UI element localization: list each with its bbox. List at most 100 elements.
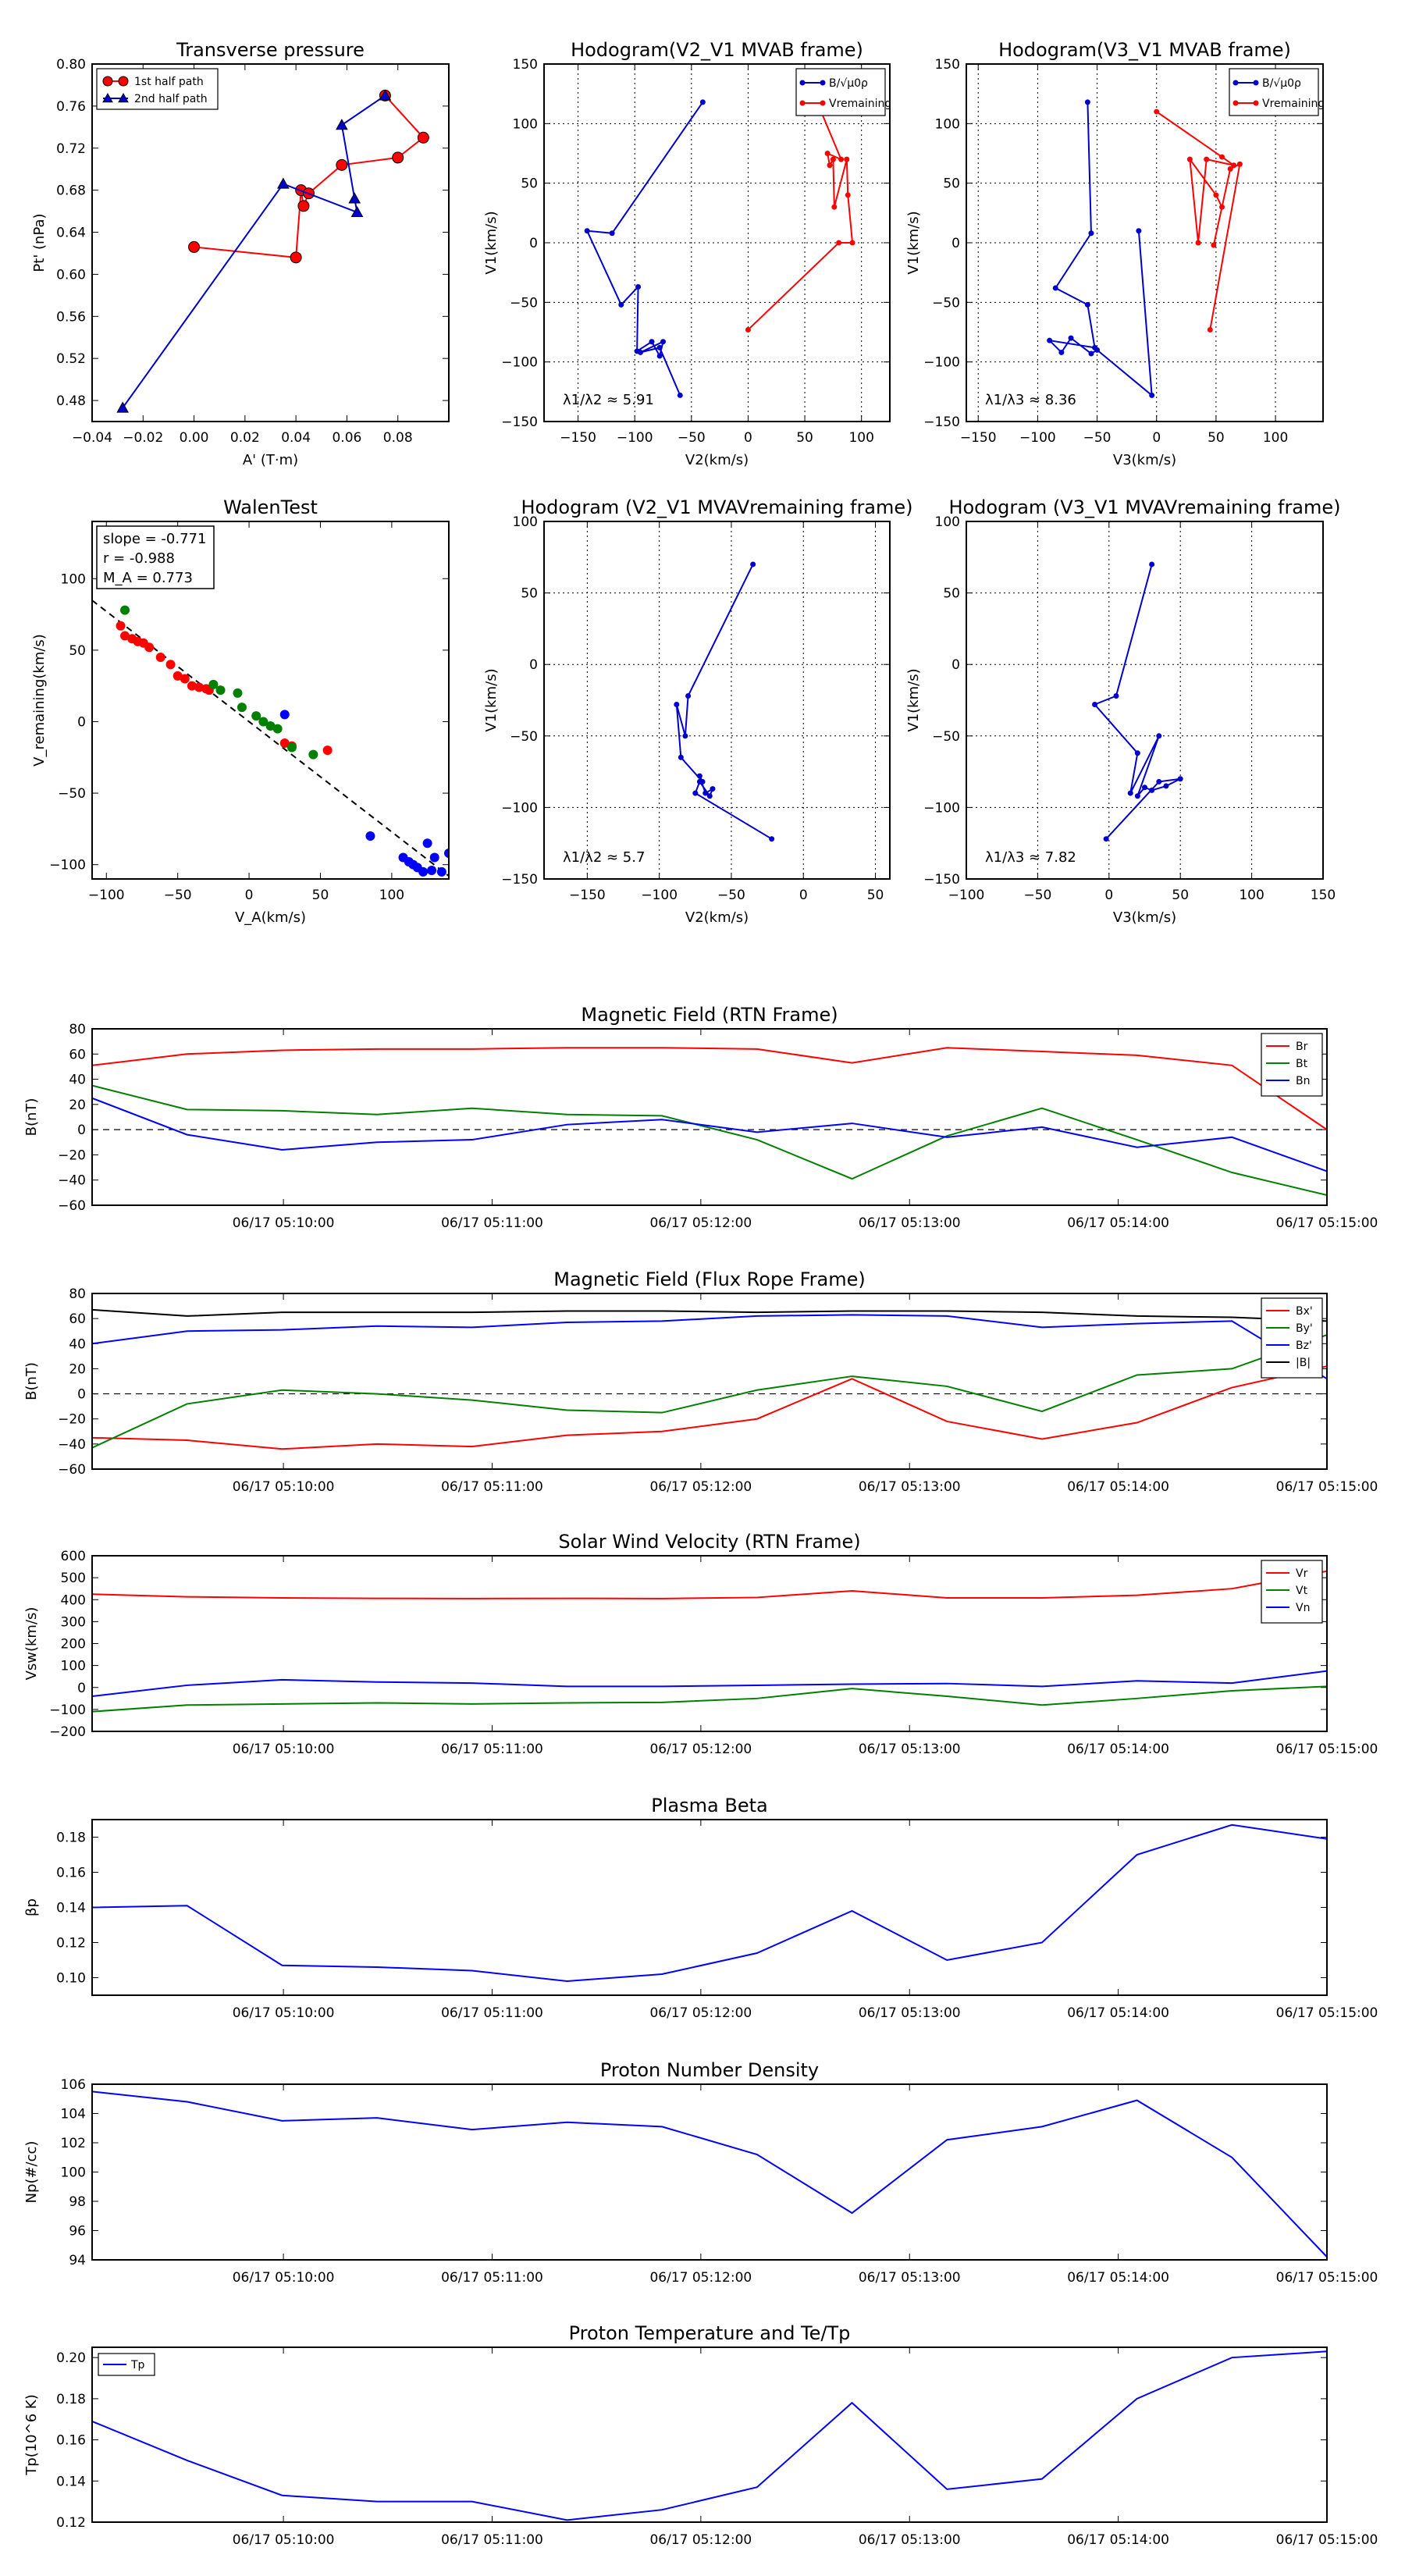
y-axis-label: Vsw(km/s) (23, 1607, 40, 1681)
y-tick-label: 60 (69, 1311, 86, 1327)
data-point (233, 688, 243, 698)
data-point (1094, 347, 1101, 353)
data-point (1177, 776, 1183, 782)
x-tick-label: 06/17 05:14:00 (1067, 1215, 1169, 1231)
data-point (685, 693, 692, 699)
legend-marker (1232, 100, 1239, 106)
x-tick-label: −50 (164, 888, 192, 903)
y-tick-label: −40 (58, 1437, 86, 1453)
x-tick-label: 0.06 (332, 430, 361, 446)
data-point (194, 682, 205, 692)
plot-frame (91, 63, 450, 422)
y-tick-label: 102 (61, 2136, 86, 2151)
x-tick-label: 0.02 (230, 430, 260, 446)
x-tick-label: 06/17 05:14:00 (1067, 2270, 1169, 2286)
data-point (1047, 337, 1053, 343)
data-point (745, 326, 751, 333)
y-axis-label: Np(#/cc) (23, 2141, 40, 2204)
x-tick-label: 0 (1152, 430, 1161, 446)
x-axis-label: V_A(km/s) (235, 909, 306, 926)
data-point (429, 852, 439, 863)
plot-frame (966, 521, 1324, 880)
y-tick-label: 150 (513, 57, 538, 73)
data-point (365, 831, 375, 841)
series-line (92, 1047, 1327, 1130)
legend-marker (799, 80, 806, 86)
series-line (92, 1823, 1327, 1983)
y-tick-label: 0.16 (56, 1866, 86, 1881)
x-tick-label: −150 (569, 888, 606, 903)
data-point (1052, 285, 1058, 291)
x-tick-label: 100 (1239, 888, 1264, 903)
data-point (1088, 230, 1094, 237)
y-tick-label: 0.48 (56, 393, 86, 409)
x-tick-label: −100 (1019, 430, 1056, 446)
data-point (831, 204, 838, 210)
transverse-pressure: −0.04 −0.02 0.00 0.02 0.04 0.06 0.08 0.48 0.52 0.… (31, 39, 450, 468)
data-point (1213, 192, 1219, 198)
hodogram-v2-v1-mvav: −150 −100 −50 0 50 −150 −100 −50 0 50 100Hodogram … (483, 496, 913, 926)
x-tick-label: −100 (948, 888, 985, 903)
plot-frame (543, 63, 891, 422)
chart-title: Hodogram(V3_V1 MVAB frame) (998, 39, 1291, 61)
data-point (618, 301, 624, 308)
x-tick-label: 06/17 05:15:00 (1276, 1215, 1378, 1231)
y-tick-label: −200 (49, 1724, 86, 1740)
x-tick-label: 06/17 05:12:00 (649, 1742, 752, 1757)
data-point (838, 156, 845, 162)
data-point (769, 836, 775, 842)
y-tick-label: 98 (69, 2194, 86, 2210)
x-tick-label: 06/17 05:14:00 (1067, 1742, 1169, 1757)
y-tick-label: 50 (69, 643, 86, 659)
x-tick-label: 06/17 05:10:00 (233, 2005, 335, 2021)
legend-marker (1232, 80, 1239, 86)
data-point (677, 392, 683, 398)
y-tick-label: −50 (932, 295, 960, 311)
data-point (830, 156, 836, 162)
x-tick-label: 06/17 05:13:00 (859, 2532, 961, 2548)
y-tick-label: 0 (951, 236, 960, 251)
y-tick-label: 0.68 (56, 183, 86, 199)
x-tick-label: 50 (1172, 888, 1189, 903)
data-point (427, 866, 437, 876)
plot-frame (91, 1819, 1328, 1996)
plot-area (92, 1570, 1327, 1713)
y-tick-label: 50 (521, 176, 538, 192)
x-tick-label: 06/17 05:14:00 (1067, 1479, 1169, 1495)
y-axis-label: V_remaining(km/s) (31, 634, 48, 767)
plot-area (92, 1308, 1327, 1450)
data-point (1211, 242, 1217, 248)
data-point (1127, 790, 1133, 796)
y-tick-label: −20 (58, 1412, 86, 1428)
legend-label: |B| (1296, 1357, 1311, 1369)
eigen-ratio-label: λ1/λ3 ≈ 7.82 (985, 849, 1076, 866)
data-point (290, 251, 302, 264)
y-tick-label: 100 (513, 116, 538, 132)
data-point (1149, 392, 1155, 398)
y-tick-label: 200 (61, 1637, 86, 1653)
y-axis-label: V1(km/s) (905, 211, 922, 274)
legend-label: Br (1296, 1041, 1308, 1053)
series-line (675, 564, 773, 840)
data-point (265, 720, 276, 731)
plot-area (92, 2090, 1327, 2258)
data-point (208, 679, 219, 689)
y-tick-label: 80 (69, 1286, 86, 1302)
data-point (418, 866, 429, 877)
x-tick-label: 06/17 05:10:00 (233, 1742, 335, 1757)
x-tick-label: 06/17 05:12:00 (649, 2270, 752, 2286)
data-point (1236, 161, 1243, 167)
data-point (1186, 156, 1193, 162)
data-point (258, 717, 269, 727)
legend-marker (118, 76, 129, 87)
x-tick-label: 06/17 05:11:00 (441, 1215, 543, 1231)
data-point (706, 793, 713, 799)
data-point (336, 119, 348, 130)
y-tick-label: −150 (501, 415, 538, 430)
legend-label: Bz' (1296, 1340, 1312, 1352)
x-tick-label: −50 (1083, 430, 1112, 446)
legend-marker (799, 100, 806, 106)
x-tick-label: 06/17 05:11:00 (441, 2270, 543, 2286)
legend-label: Bn (1296, 1075, 1310, 1087)
